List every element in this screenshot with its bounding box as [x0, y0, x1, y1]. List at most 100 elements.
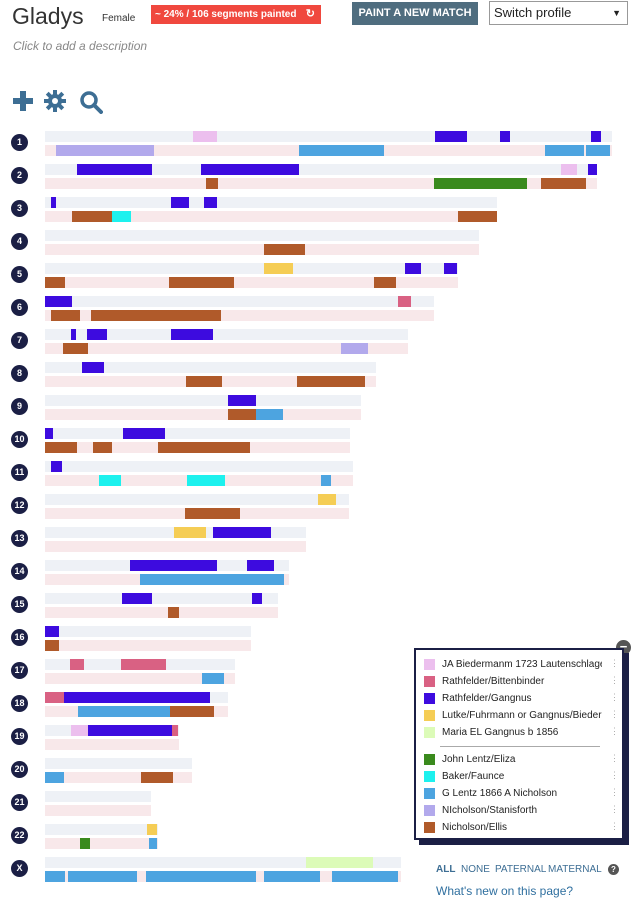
painted-segment[interactable]	[71, 329, 76, 340]
drag-handle-icon[interactable]: ⋮⋮	[610, 804, 622, 814]
painted-segment[interactable]	[545, 145, 584, 156]
maternal-track[interactable]	[45, 739, 179, 750]
painted-segment[interactable]	[45, 277, 65, 288]
gear-icon[interactable]	[44, 90, 66, 117]
maternal-track[interactable]	[45, 211, 497, 222]
painted-segment[interactable]	[80, 838, 90, 849]
painted-segment[interactable]	[64, 692, 210, 703]
painted-segment[interactable]	[71, 725, 88, 736]
refresh-icon[interactable]: ↻	[305, 8, 315, 20]
painted-segment[interactable]	[122, 593, 152, 604]
painted-segment[interactable]	[72, 211, 112, 222]
painted-segment[interactable]	[82, 362, 104, 373]
painted-segment[interactable]	[332, 871, 398, 882]
whats-new-link[interactable]: What's new on this page?	[436, 884, 574, 898]
painted-segment[interactable]	[93, 442, 112, 453]
painted-segment[interactable]	[228, 409, 256, 420]
painted-segment[interactable]	[306, 857, 373, 868]
painted-segment[interactable]	[112, 211, 131, 222]
painted-segment[interactable]	[541, 178, 586, 189]
maternal-track[interactable]	[45, 244, 479, 255]
paternal-track[interactable]	[45, 296, 434, 307]
painted-segment[interactable]	[45, 871, 65, 882]
add-icon[interactable]	[12, 90, 34, 117]
painted-segment[interactable]	[341, 343, 368, 354]
painted-segment[interactable]	[321, 475, 331, 486]
painted-segment[interactable]	[45, 772, 64, 783]
maternal-track[interactable]	[45, 178, 597, 189]
painted-segment[interactable]	[168, 607, 179, 618]
painted-segment[interactable]	[56, 145, 154, 156]
painted-segment[interactable]	[171, 197, 189, 208]
paternal-track[interactable]	[45, 230, 479, 241]
drag-handle-icon[interactable]: ⋮⋮	[610, 709, 622, 719]
paternal-track[interactable]	[45, 461, 353, 472]
paternal-track[interactable]	[45, 263, 458, 274]
painted-segment[interactable]	[204, 197, 217, 208]
painted-segment[interactable]	[206, 178, 218, 189]
painted-segment[interactable]	[591, 131, 601, 142]
painted-segment[interactable]	[256, 409, 283, 420]
painted-segment[interactable]	[45, 692, 64, 703]
painted-segment[interactable]	[185, 508, 240, 519]
maternal-track[interactable]	[45, 409, 361, 420]
painted-segment[interactable]	[70, 659, 84, 670]
maternal-track[interactable]	[45, 508, 349, 519]
maternal-track[interactable]	[45, 706, 228, 717]
drag-handle-icon[interactable]: ⋮⋮	[610, 787, 622, 797]
painted-segment[interactable]	[158, 442, 250, 453]
maternal-track[interactable]	[45, 607, 278, 618]
search-icon[interactable]	[79, 90, 103, 119]
painted-segment[interactable]	[588, 164, 597, 175]
painted-segment[interactable]	[149, 838, 157, 849]
drag-handle-icon[interactable]: ⋮⋮	[610, 675, 622, 685]
painted-segment[interactable]	[187, 475, 225, 486]
paternal-track[interactable]	[45, 329, 408, 340]
paint-new-match-button[interactable]: PAINT A NEW MATCH	[352, 2, 478, 25]
painted-segment[interactable]	[264, 244, 305, 255]
maternal-track[interactable]	[45, 442, 350, 453]
painted-segment[interactable]	[45, 626, 59, 637]
maternal-track[interactable]	[45, 310, 434, 321]
switch-profile-select[interactable]: Switch profile ▼	[489, 1, 628, 25]
paternal-track[interactable]	[45, 758, 192, 769]
painted-segment[interactable]	[169, 277, 234, 288]
painted-segment[interactable]	[51, 197, 56, 208]
paternal-track[interactable]	[45, 428, 350, 439]
painted-segment[interactable]	[201, 164, 299, 175]
painted-segment[interactable]	[586, 145, 610, 156]
painted-segment[interactable]	[172, 725, 178, 736]
painted-segment[interactable]	[174, 527, 206, 538]
painted-segment[interactable]	[146, 871, 256, 882]
painted-segment[interactable]	[45, 640, 59, 651]
painted-segment[interactable]	[186, 376, 222, 387]
painted-segment[interactable]	[247, 560, 274, 571]
maternal-track[interactable]	[45, 574, 289, 585]
description-placeholder[interactable]: Click to add a description	[13, 39, 148, 53]
paternal-track[interactable]	[45, 692, 228, 703]
painted-segment[interactable]	[99, 475, 121, 486]
maternal-track[interactable]	[45, 838, 158, 849]
maternal-track[interactable]	[45, 772, 192, 783]
painted-segment[interactable]	[435, 131, 467, 142]
painted-segment[interactable]	[202, 673, 224, 684]
painted-segment[interactable]	[561, 164, 577, 175]
painted-segment[interactable]	[170, 706, 214, 717]
painted-segment[interactable]	[63, 343, 88, 354]
painted-segment[interactable]	[297, 376, 365, 387]
painted-segment[interactable]	[405, 263, 421, 274]
maternal-track[interactable]	[45, 145, 612, 156]
painted-segment[interactable]	[88, 725, 172, 736]
painted-segment[interactable]	[458, 211, 497, 222]
maternal-track[interactable]	[45, 277, 458, 288]
painted-segment[interactable]	[91, 310, 221, 321]
painted-segment[interactable]	[228, 395, 256, 406]
painted-segment[interactable]	[77, 164, 152, 175]
paternal-track[interactable]	[45, 494, 349, 505]
maternal-track[interactable]	[45, 871, 401, 882]
painted-segment[interactable]	[45, 428, 53, 439]
paternal-track[interactable]	[45, 626, 251, 637]
paternal-track[interactable]	[45, 197, 497, 208]
painted-segment[interactable]	[45, 442, 77, 453]
painted-segment[interactable]	[171, 329, 213, 340]
